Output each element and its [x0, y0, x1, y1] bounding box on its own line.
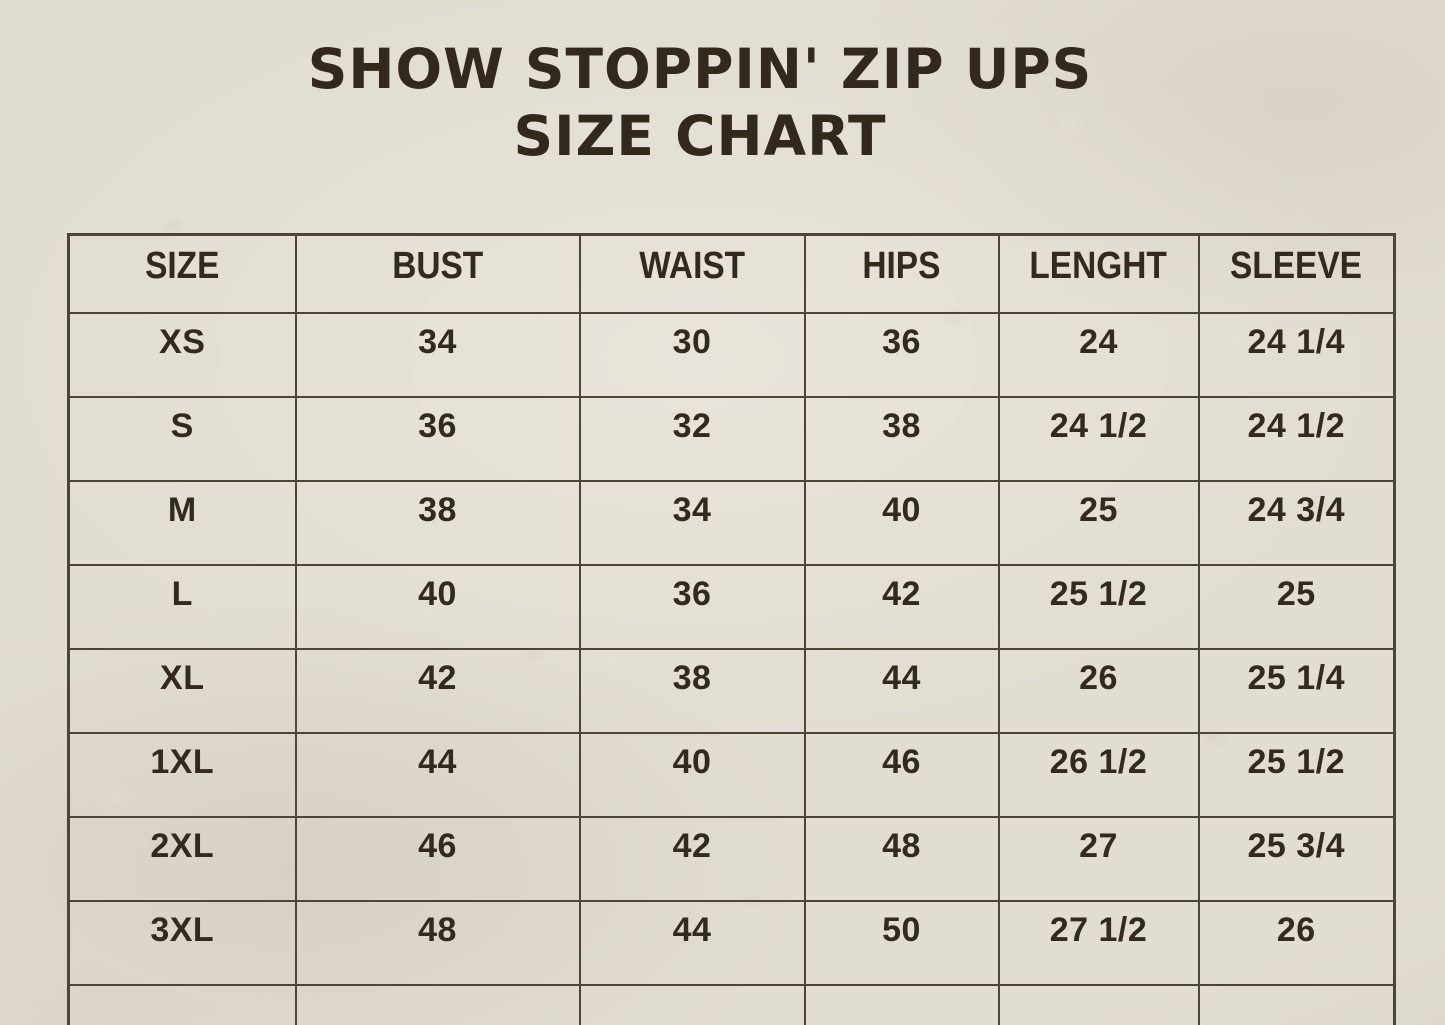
cell-waist: 40 [578, 732, 806, 818]
column-header-lenght: LENGHT [997, 233, 1200, 314]
cell-hips [803, 984, 1000, 1025]
cell-lenght: 26 [997, 648, 1200, 734]
cell-bust: 48 [294, 900, 581, 986]
cell-waist: 44 [578, 900, 806, 986]
page-title-line1: SHOW STOPPIN' ZIP UPS [307, 37, 1093, 101]
cell-size: 3XL [67, 900, 297, 986]
table-row-xs: XS 34 30 36 24 24 1/4 [67, 312, 1396, 398]
column-header-label: HIPS [862, 245, 941, 287]
cell-sleeve: 25 3/4 [1197, 816, 1396, 902]
column-header-label: SIZE [145, 245, 220, 287]
cell-bust: 34 [294, 312, 581, 398]
cell-lenght: 27 1/2 [997, 900, 1200, 986]
cell-waist: 36 [578, 564, 806, 650]
cell-bust: 46 [294, 816, 581, 902]
cell-size: 2XL [67, 816, 297, 902]
cell-hips: 40 [803, 480, 1000, 566]
column-header-label: SLEEVE [1230, 245, 1363, 287]
cell-bust: 40 [294, 564, 581, 650]
table-row-empty [67, 984, 1396, 1025]
table-row-1xl: 1XL 44 40 46 26 1/2 25 1/2 [67, 732, 1396, 818]
table-row-l: L 40 36 42 25 1/2 25 [67, 564, 1396, 650]
cell-sleeve: 25 1/4 [1197, 648, 1396, 734]
cell-size: XS [67, 312, 297, 398]
cell-waist: 42 [578, 816, 806, 902]
cell-hips: 46 [803, 732, 1000, 818]
cell-sleeve: 24 1/2 [1197, 396, 1396, 482]
table-row-xl: XL 42 38 44 26 25 1/4 [67, 648, 1396, 734]
table-row-2xl: 2XL 46 42 48 27 25 3/4 [67, 816, 1396, 902]
column-header-sleeve: SLEEVE [1197, 233, 1396, 314]
column-header-label: WAIST [639, 245, 745, 287]
cell-sleeve [1197, 984, 1396, 1025]
column-header-bust: BUST [294, 233, 581, 314]
cell-bust: 38 [294, 480, 581, 566]
cell-hips: 42 [803, 564, 1000, 650]
cell-sleeve: 24 3/4 [1197, 480, 1396, 566]
cell-sleeve: 25 1/2 [1197, 732, 1396, 818]
cell-bust: 42 [294, 648, 581, 734]
cell-waist: 32 [578, 396, 806, 482]
cell-sleeve: 26 [1197, 900, 1396, 986]
cell-lenght: 25 [997, 480, 1200, 566]
cell-hips: 36 [803, 312, 1000, 398]
page-title-line2: SIZE CHART [513, 104, 887, 168]
cell-bust: 36 [294, 396, 581, 482]
cell-waist: 34 [578, 480, 806, 566]
table-row-3xl: 3XL 48 44 50 27 1/2 26 [67, 900, 1396, 986]
cell-hips: 44 [803, 648, 1000, 734]
cell-hips: 38 [803, 396, 1000, 482]
cell-size: 1XL [67, 732, 297, 818]
cell-size: M [67, 480, 297, 566]
cell-lenght: 27 [997, 816, 1200, 902]
cell-bust [294, 984, 581, 1025]
cell-lenght: 24 1/2 [997, 396, 1200, 482]
cell-size: L [67, 564, 297, 650]
cell-size [67, 984, 297, 1025]
column-header-waist: WAIST [578, 233, 806, 314]
column-header-size: SIZE [67, 233, 297, 314]
cell-bust: 44 [294, 732, 581, 818]
cell-lenght: 26 1/2 [997, 732, 1200, 818]
column-header-hips: HIPS [803, 233, 1000, 314]
page-title: SHOW STOPPIN' ZIP UPS SIZE CHART [0, 36, 1400, 170]
cell-waist [578, 984, 806, 1025]
column-header-label: BUST [391, 245, 484, 287]
cell-lenght [997, 984, 1200, 1025]
cell-hips: 50 [803, 900, 1000, 986]
cell-lenght: 24 [997, 312, 1200, 398]
cell-waist: 38 [578, 648, 806, 734]
cell-sleeve: 25 [1197, 564, 1396, 650]
table-row-s: S 36 32 38 24 1/2 24 1/2 [67, 396, 1396, 482]
cell-size: XL [67, 648, 297, 734]
cell-size: S [67, 396, 297, 482]
column-header-label: LENGHT [1029, 245, 1168, 287]
cell-lenght: 25 1/2 [997, 564, 1200, 650]
cell-hips: 48 [803, 816, 1000, 902]
table-row-m: M 38 34 40 25 24 3/4 [67, 480, 1396, 566]
size-chart-table: SIZE BUST WAIST HIPS LENGHT SLEEVE XS 34 30 36 24… [67, 233, 1396, 1025]
table-header-row: SIZE BUST WAIST HIPS LENGHT SLEEVE [67, 233, 1396, 314]
cell-waist: 30 [578, 312, 806, 398]
cell-sleeve: 24 1/4 [1197, 312, 1396, 398]
